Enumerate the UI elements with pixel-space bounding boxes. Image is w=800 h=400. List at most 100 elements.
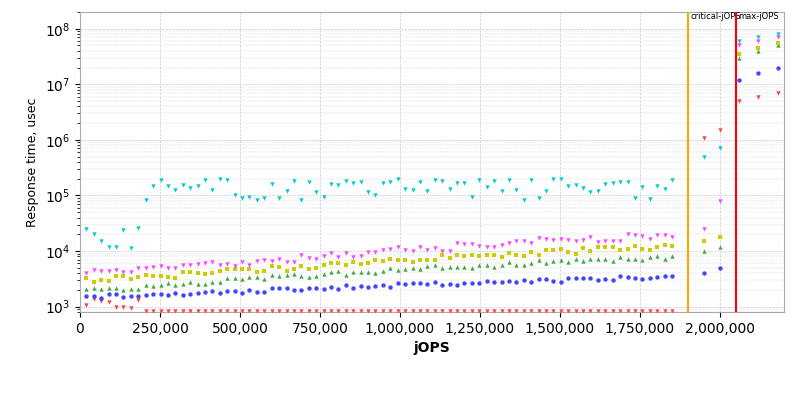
Point [80, 270, 93, 276]
Point [139, 282, 152, 288]
Point [539, 247, 552, 253]
Point [570, 256, 582, 263]
Point [310, 307, 322, 314]
Point [650, 307, 663, 314]
Point [206, 270, 219, 277]
Point [95, 238, 108, 244]
Point [733, 51, 746, 57]
Point [369, 282, 382, 289]
Point [258, 268, 270, 274]
Point [658, 272, 671, 279]
Point [466, 241, 478, 247]
Point [250, 258, 263, 264]
Point [221, 307, 234, 314]
Point [650, 183, 663, 190]
Point [318, 262, 330, 268]
Point [458, 240, 471, 247]
Point [614, 307, 626, 314]
Point [325, 260, 338, 267]
Point [621, 256, 634, 262]
Point [132, 293, 145, 299]
Point [243, 307, 256, 314]
Point [132, 286, 145, 292]
Point [273, 255, 286, 262]
Point [643, 307, 656, 314]
Point [480, 278, 493, 284]
Point [436, 252, 449, 258]
Point [450, 282, 463, 288]
Point [495, 242, 508, 249]
Point [599, 256, 612, 262]
Point [162, 183, 174, 189]
Point [406, 187, 419, 193]
Point [606, 258, 619, 264]
Point [162, 274, 174, 280]
Point [488, 307, 501, 314]
Point [752, 48, 765, 54]
Point [666, 273, 678, 279]
Point [714, 264, 726, 271]
Point [466, 307, 478, 314]
Point [480, 252, 493, 258]
Point [280, 267, 293, 274]
Point [125, 305, 138, 312]
Point [125, 293, 138, 300]
Point [406, 280, 419, 286]
Point [125, 244, 138, 251]
Point [236, 307, 249, 314]
Point [599, 244, 612, 250]
Point [110, 285, 122, 292]
Point [280, 307, 293, 314]
Point [369, 248, 382, 255]
Point [347, 269, 360, 275]
Point [666, 307, 678, 314]
Point [214, 176, 226, 182]
Point [162, 279, 174, 286]
Point [502, 278, 515, 284]
Point [198, 307, 211, 314]
Point [280, 285, 293, 291]
Point [495, 188, 508, 194]
Point [102, 291, 115, 298]
Point [384, 178, 397, 185]
Point [643, 274, 656, 281]
Point [117, 294, 130, 300]
Point [636, 307, 649, 314]
Point [698, 154, 710, 160]
Point [666, 253, 678, 260]
Point [398, 266, 411, 272]
Point [154, 176, 167, 183]
Point [414, 179, 426, 186]
Point [539, 307, 552, 314]
Point [554, 257, 567, 263]
Point [495, 262, 508, 268]
Point [287, 266, 300, 273]
Point [436, 178, 449, 184]
Point [570, 307, 582, 314]
Point [621, 307, 634, 314]
Point [488, 252, 501, 258]
Point [146, 273, 159, 279]
Point [636, 276, 649, 282]
Point [154, 273, 167, 279]
Point [406, 248, 419, 254]
Point [714, 198, 726, 204]
Point [658, 307, 671, 314]
Point [302, 255, 315, 261]
Point [318, 271, 330, 277]
Point [206, 259, 219, 265]
Point [650, 253, 663, 259]
Point [562, 259, 574, 265]
Point [87, 231, 100, 238]
Point [436, 307, 449, 314]
Point [658, 241, 671, 248]
Point [518, 262, 530, 268]
Point [362, 189, 374, 196]
Point [162, 291, 174, 298]
Point [488, 244, 501, 250]
Point [629, 194, 642, 201]
Point [584, 234, 597, 240]
Point [287, 307, 300, 314]
Point [473, 280, 486, 286]
Point [554, 246, 567, 253]
